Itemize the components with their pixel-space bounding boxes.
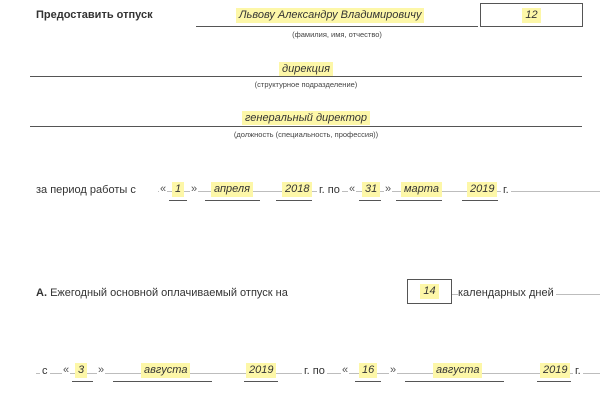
tab-number-value: 12 [522, 7, 541, 23]
work-from-year-value[interactable]: 2018 [282, 182, 313, 197]
vac-to-year-underline [537, 381, 571, 382]
work-year-suffix: г. [501, 184, 511, 196]
work-from-quote-open: « [159, 183, 168, 195]
order-title: Предоставить отпуск [36, 9, 153, 21]
vac-from-quote-close: » [97, 364, 106, 376]
work-to-day-underline [359, 200, 381, 201]
work-to-day-value[interactable]: 31 [362, 182, 381, 197]
work-from-month-value[interactable]: апреля [211, 182, 253, 197]
position-underline [30, 126, 582, 127]
vac-to-day-underline [355, 381, 381, 382]
vac-to-month-value[interactable]: августа [433, 363, 483, 378]
section-a-label: Ежегодный основной оплачиваемый отпуск н… [50, 287, 288, 299]
vac-year-suffix: г. [573, 365, 583, 377]
vac-from-month-underline [113, 381, 212, 382]
vac-to-quote-close: » [389, 364, 398, 376]
tab-number-box[interactable]: 12 [480, 3, 583, 27]
section-a-marker: А. [36, 287, 47, 299]
section-a-text: А. Ежегодный основной оплачиваемый отпус… [36, 287, 288, 299]
work-to-month-value[interactable]: марта [401, 182, 442, 197]
vac-to-day-value[interactable]: 16 [359, 363, 378, 378]
department-value[interactable]: дирекция [279, 62, 333, 76]
work-to-quote-open: « [348, 183, 357, 195]
vac-from-year-underline [244, 381, 278, 382]
employee-name-value[interactable]: Львову Александру Владимировичу [236, 8, 425, 23]
days-unit-label: календарных дней [458, 287, 556, 299]
work-to-quote-close: » [384, 183, 393, 195]
employee-name-caption: (фамилия, имя, отчество) [292, 30, 382, 39]
work-from-day-value[interactable]: 1 [172, 182, 185, 197]
work-period-label: за период работы с [36, 184, 136, 196]
position-caption: (должность (специальность, профессия)) [233, 130, 379, 139]
work-to-month-underline [396, 200, 442, 201]
vacation-from-label: с [40, 365, 50, 377]
work-year-to-label: г. по [317, 184, 342, 196]
work-from-year-underline [276, 200, 312, 201]
work-from-quote-close: » [190, 183, 199, 195]
department-caption: (структурное подразделение) [254, 80, 358, 89]
employee-name-underline [196, 26, 478, 27]
vac-from-day-value[interactable]: 3 [75, 363, 88, 378]
vacation-days-value: 14 [420, 284, 439, 299]
position-value[interactable]: генеральный директор [241, 111, 371, 125]
work-to-year-underline [462, 200, 498, 201]
vac-to-year-value[interactable]: 2019 [540, 363, 571, 378]
work-from-day-underline [169, 200, 187, 201]
work-from-month-underline [205, 200, 260, 201]
vac-from-month-value[interactable]: августа [141, 363, 191, 378]
vac-year-to-label: г. по [302, 365, 327, 377]
department-underline [30, 76, 582, 77]
vac-to-quote-open: « [341, 364, 350, 376]
vac-from-day-underline [72, 381, 93, 382]
vac-from-year-value[interactable]: 2019 [246, 363, 277, 378]
vacation-days-box[interactable]: 14 [407, 279, 452, 304]
vac-to-month-underline [405, 381, 504, 382]
vac-from-quote-open: « [62, 364, 71, 376]
work-to-year-value[interactable]: 2019 [467, 182, 498, 197]
